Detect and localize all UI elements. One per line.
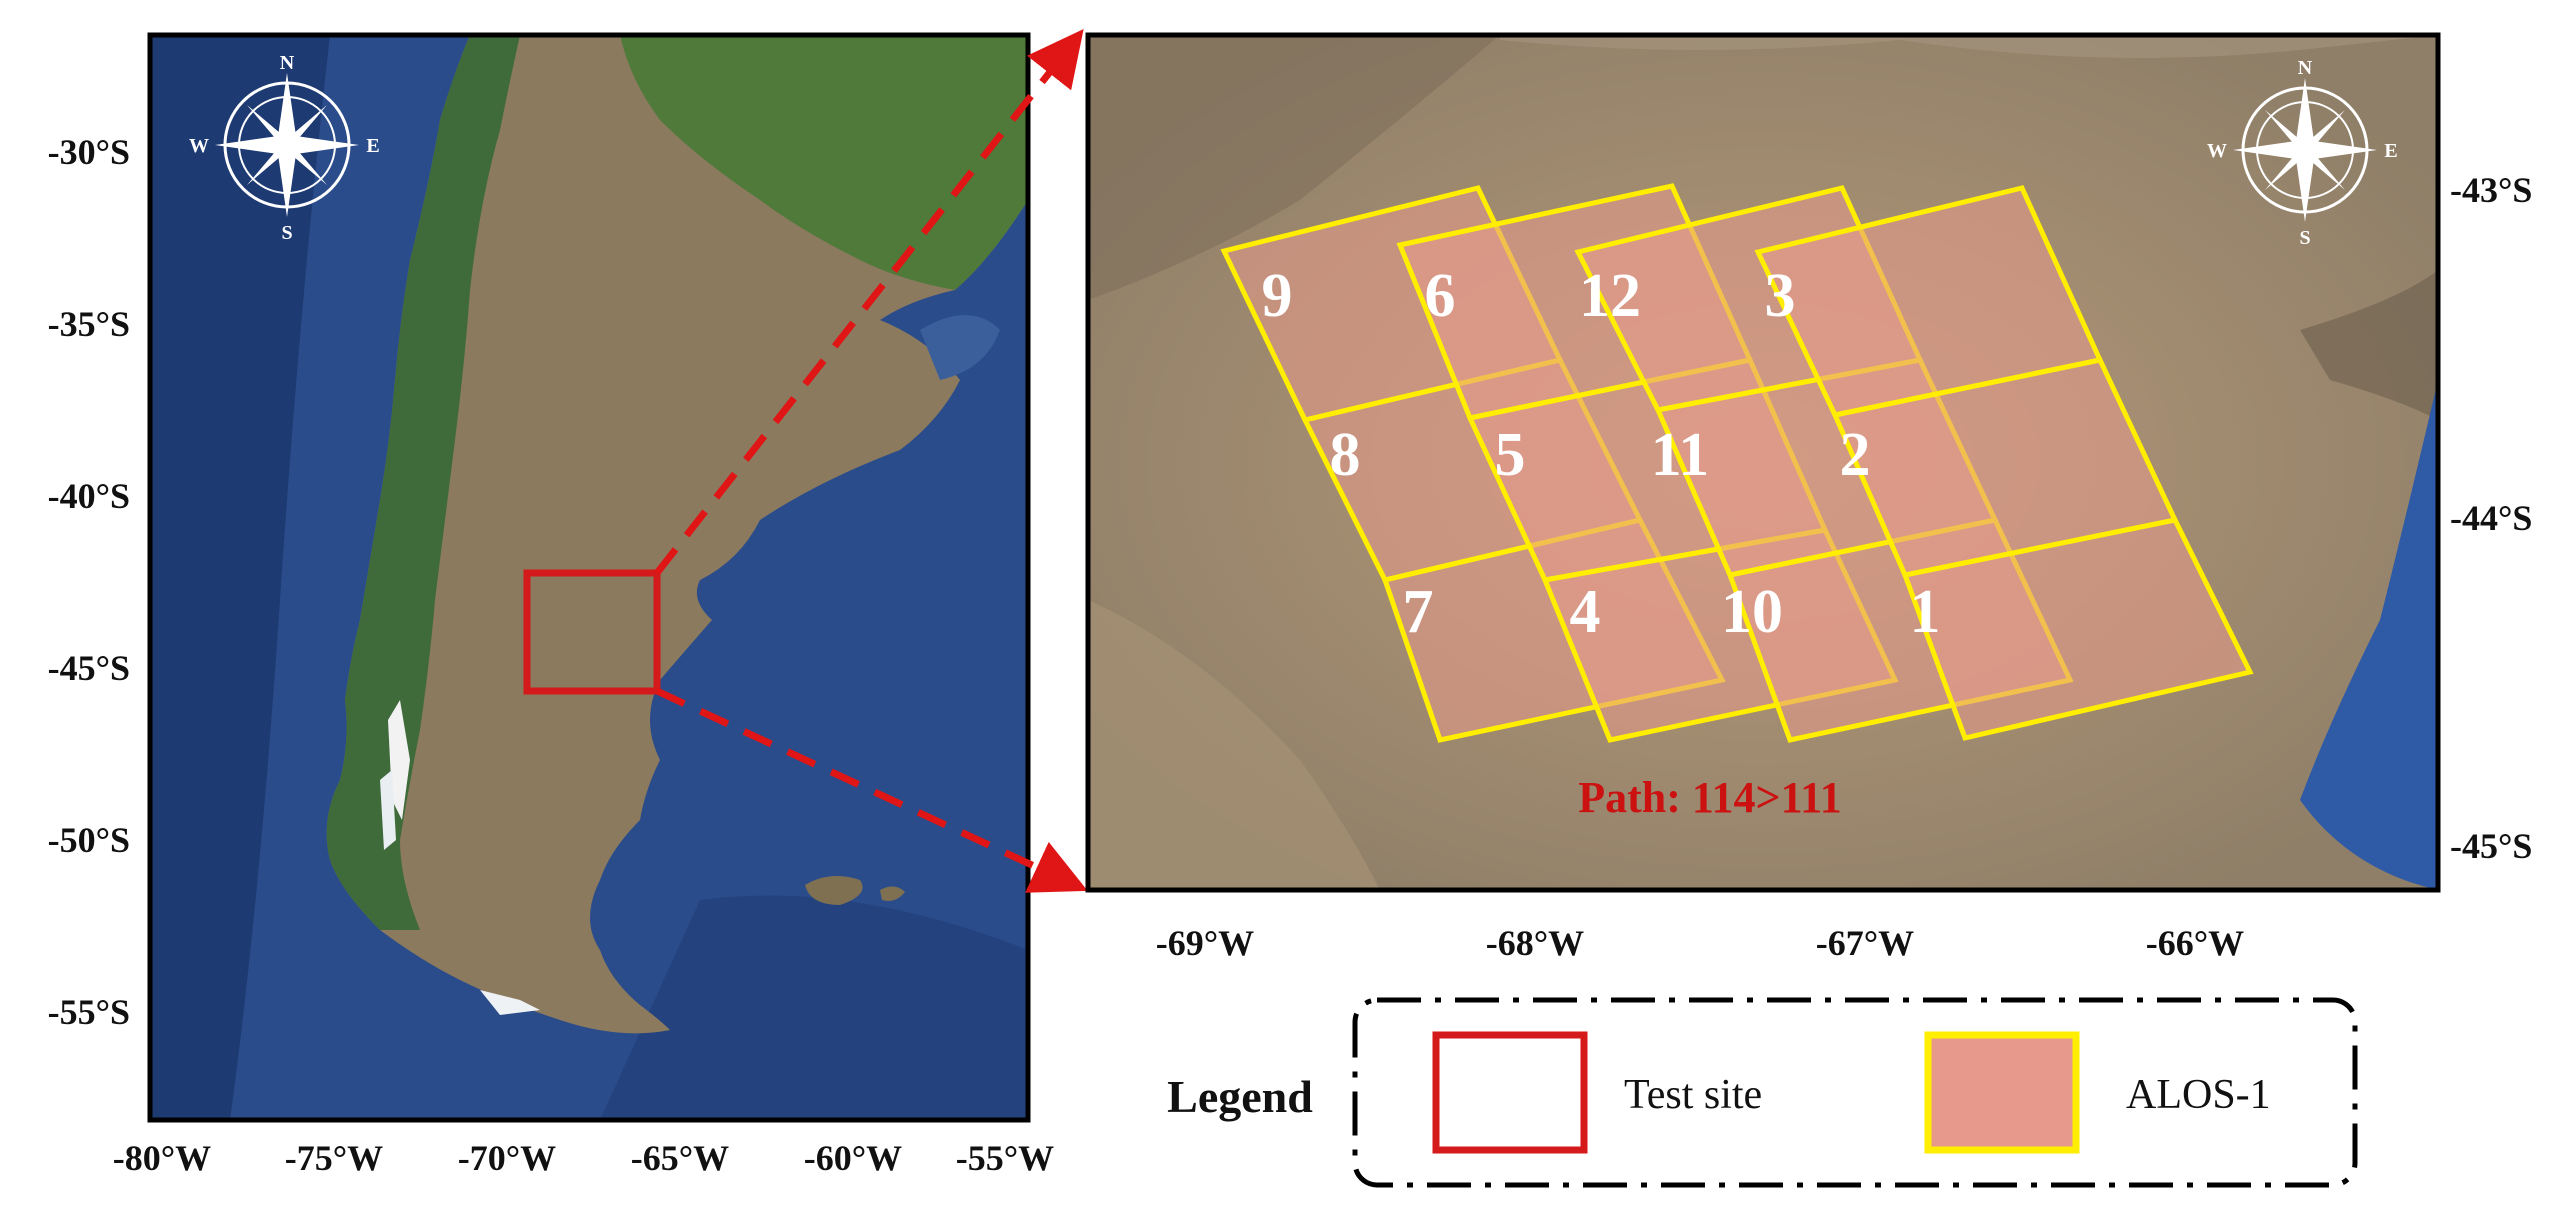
scene-label-7: 7: [1403, 578, 1434, 646]
tick-label: -80°W: [113, 1138, 211, 1178]
alos-scene-1: [1901, 517, 2254, 741]
compass-rose-left: N S E W: [189, 52, 380, 244]
southern-icefield: [388, 700, 410, 820]
tick-label: -66°W: [2146, 923, 2244, 963]
test-site-swatch: [1432, 1031, 1588, 1154]
andes-range: [326, 35, 520, 930]
compass-w: W: [189, 135, 209, 157]
legend-label-test-site: Test site: [1624, 1072, 1762, 1118]
scene-label-9: 9: [1262, 262, 1293, 330]
tick-label: -43°S: [2450, 170, 2532, 210]
tick-label: -65°W: [631, 1138, 729, 1178]
scene-label-4: 4: [1570, 578, 1601, 646]
tick-label: -44°S: [2450, 498, 2532, 538]
south-america-landmass: [326, 35, 1028, 1034]
right-x-ticks: -69°W -68°W -67°W -66°W: [1156, 923, 2244, 963]
tick-label: -68°W: [1486, 923, 1584, 963]
scene-label-2: 2: [1840, 421, 1871, 489]
terrain-shade-e: [2300, 270, 2438, 420]
tick-label: -30°S: [48, 132, 130, 172]
tick-label: -69°W: [1156, 923, 1254, 963]
scene-label-10: 10: [1721, 578, 1783, 646]
zoom-connector-bottom: [655, 687, 1088, 893]
compass-n: N: [280, 52, 295, 74]
compass-s: S: [281, 222, 292, 244]
zoom-connector-top: [654, 28, 1084, 576]
rio-de-la-plata: [920, 315, 1000, 380]
path-label: Path: 114>111: [1578, 773, 1841, 822]
scene-labels: 1 2 3 4 5 6 7 8 9 10 11 12: [1262, 262, 1941, 646]
falkland-islands-east: [880, 886, 905, 901]
tick-label: -75°W: [285, 1138, 383, 1178]
scene-label-11: 11: [1651, 421, 1710, 489]
compass-e: E: [2384, 140, 2397, 162]
scene-label-3: 3: [1765, 262, 1796, 330]
scene-label-5: 5: [1495, 421, 1526, 489]
detail-map: [1088, 35, 2438, 890]
atlantic-coast: [2300, 380, 2438, 890]
terrain-light-sw: [1088, 600, 1380, 890]
deep-ocean-west: [150, 35, 330, 1120]
terrain-light-n: [1500, 35, 2438, 58]
tick-label: -45°S: [2450, 826, 2532, 866]
scene-label-6: 6: [1425, 262, 1456, 330]
tick-label: -45°S: [48, 648, 130, 688]
left-y-ticks: -30°S -35°S -40°S -45°S -50°S -55°S: [48, 132, 130, 1032]
tick-label: -60°W: [804, 1138, 902, 1178]
scene-label-1: 1: [1910, 578, 1941, 646]
tick-label: -55°S: [48, 992, 130, 1032]
left-x-ticks: -80°W -75°W -70°W -65°W -60°W -55°W: [113, 1138, 1054, 1178]
terrain-shade-nw: [1088, 35, 1500, 300]
compass-s: S: [2299, 227, 2310, 249]
tick-label: -70°W: [458, 1138, 556, 1178]
overview-map: [150, 35, 1028, 1120]
legend-box: [1352, 997, 2358, 1188]
compass-w: W: [2207, 140, 2227, 162]
tick-label: -50°S: [48, 820, 130, 860]
legend-label-alos: ALOS-1: [2126, 1072, 2271, 1118]
tick-label: -67°W: [1816, 923, 1914, 963]
compass-e: E: [366, 135, 379, 157]
scene-label-8: 8: [1330, 421, 1361, 489]
tierra-del-fuego-snow: [480, 990, 540, 1015]
alos-scenes: [1220, 183, 2254, 743]
tick-label: -40°S: [48, 476, 130, 516]
deep-ocean-south: [600, 895, 1028, 1120]
tick-label: -35°S: [48, 304, 130, 344]
legend-title: Legend: [1167, 1071, 1313, 1122]
overview-map-frame: [147, 32, 1031, 1123]
tick-label: -55°W: [956, 1138, 1054, 1178]
detail-map-frame: [1085, 32, 2441, 893]
icefield-patch: [380, 770, 396, 850]
falkland-islands: [805, 876, 863, 905]
right-y-ticks: -43°S -44°S -45°S: [2450, 170, 2532, 866]
compass-n: N: [2298, 57, 2313, 79]
test-site-box: [523, 569, 661, 695]
scene-label-12: 12: [1579, 262, 1641, 330]
compass-rose-right: N S E W: [2207, 57, 2398, 249]
alos-swatch: [1924, 1031, 2080, 1154]
